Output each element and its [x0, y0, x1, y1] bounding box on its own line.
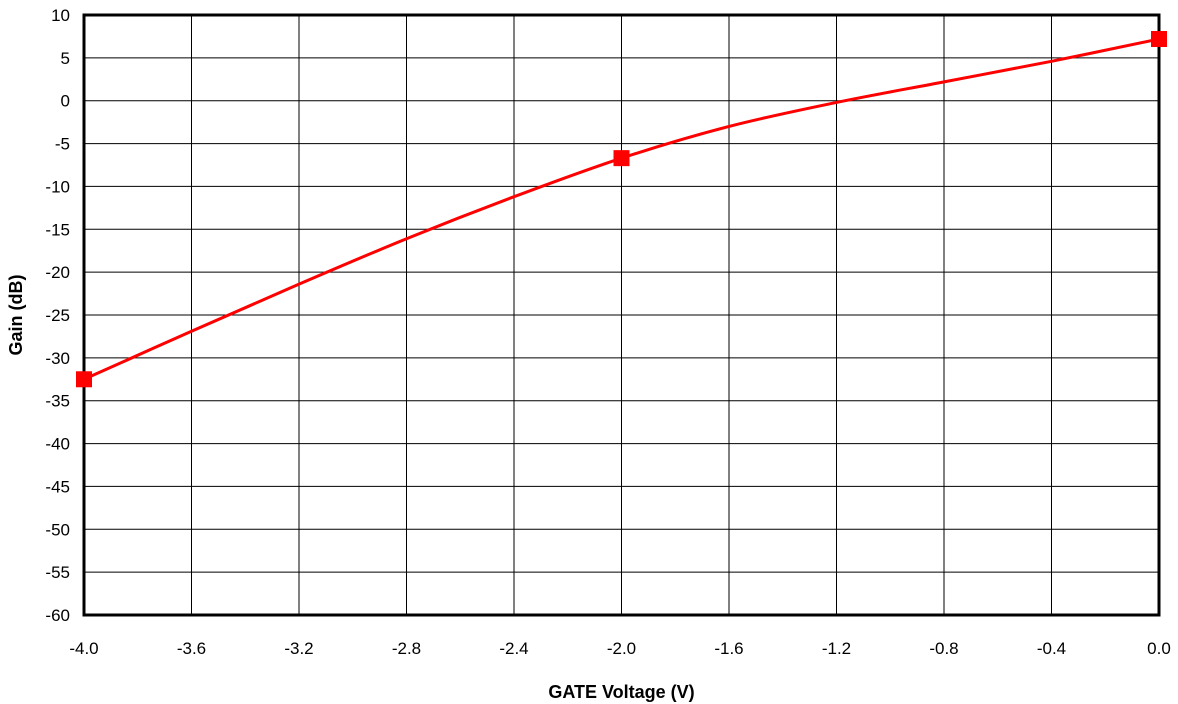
data-point-marker: [613, 150, 630, 167]
x-tick-label: -2.4: [499, 639, 528, 658]
x-tick-label: -2.0: [607, 639, 636, 658]
x-tick-label: -2.8: [392, 639, 421, 658]
y-tick-label: -55: [45, 563, 70, 582]
x-tick-label: -1.2: [822, 639, 851, 658]
x-tick-label: -3.2: [284, 639, 313, 658]
y-tick-label: -40: [45, 435, 70, 454]
y-tick-label: -25: [45, 306, 70, 325]
plot-frame: [82, 13, 1161, 617]
series: [76, 31, 1167, 388]
y-tick-label: 10: [51, 6, 70, 25]
y-tick-label: 5: [61, 49, 70, 68]
y-tick-label: -30: [45, 349, 70, 368]
x-tick-labels: -4.0 -3.6 -3.2 -2.8 -2.4 -2.0 -1.6 -1.2 -0.8 -0.4…: [69, 639, 1170, 658]
y-tick-label: -10: [45, 177, 70, 196]
y-tick-label: -45: [45, 477, 70, 496]
x-tick-label: -1.6: [714, 639, 743, 658]
y-tick-label: -15: [45, 220, 70, 239]
y-tick-label: 0: [61, 92, 70, 111]
grid: [83, 14, 1160, 616]
x-axis-title: GATE Voltage (V): [548, 682, 694, 702]
y-tick-label: -35: [45, 392, 70, 411]
x-tick-label: -4.0: [69, 639, 98, 658]
y-tick-label: -5: [55, 135, 70, 154]
y-tick-label: -60: [45, 606, 70, 625]
data-point-marker: [76, 371, 92, 388]
x-tick-label: -3.6: [177, 639, 206, 658]
x-tick-label: -0.8: [929, 639, 958, 658]
x-tick-label: 0.0: [1147, 639, 1171, 658]
y-tick-label: -50: [45, 520, 70, 539]
data-point-marker: [1151, 31, 1167, 47]
y-tick-labels: 10 5 0 -5 -10 -15 -20 -25 -30 -35 -40 -45 -50 -55 -60: [45, 6, 70, 625]
x-tick-label: -0.4: [1037, 639, 1066, 658]
y-tick-label: -20: [45, 263, 70, 282]
y-axis-title: Gain (dB): [6, 275, 26, 356]
